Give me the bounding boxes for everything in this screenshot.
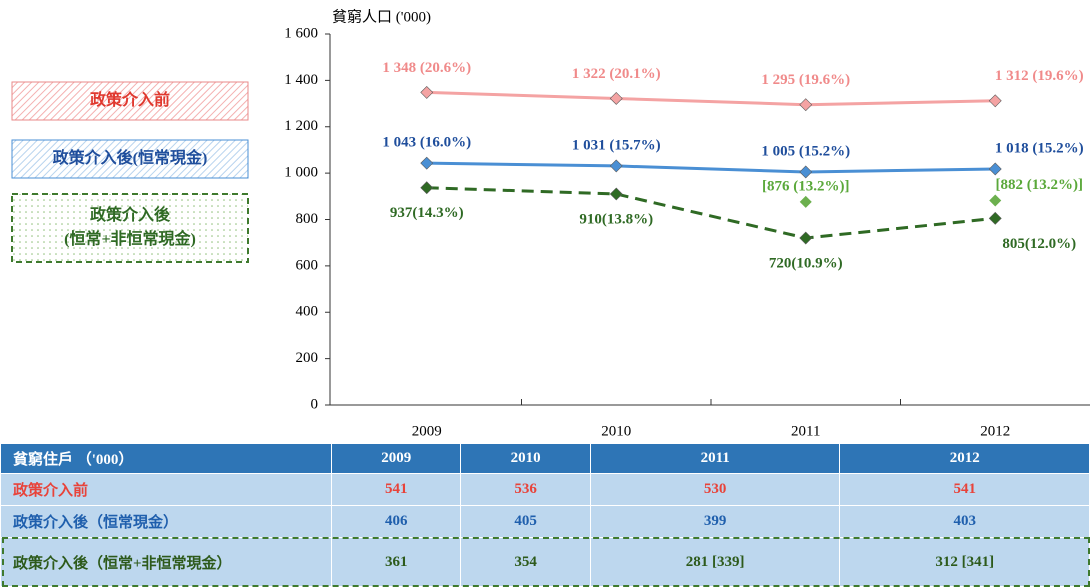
table-cell: 2011: [589, 443, 841, 474]
data-label: 1 312 (19.6%): [995, 68, 1084, 84]
y-tick-label: 400: [296, 304, 319, 320]
x-tick-label: 2011: [791, 423, 820, 439]
table-cell: 政策介入前: [0, 473, 332, 506]
data-label: 1 348 (20.6%): [382, 60, 471, 76]
data-label: 1 018 (15.2%): [995, 140, 1084, 156]
data-label: [876 (13.2%)]: [762, 178, 849, 194]
series-line: [426, 186, 996, 240]
y-tick-label: 800: [296, 211, 319, 227]
y-tick-label: 1 600: [284, 25, 318, 41]
marker: [989, 194, 1002, 207]
table-cell: 361: [330, 537, 462, 587]
marker: [420, 156, 434, 170]
table-cell: 399: [589, 505, 841, 538]
legend-swatch: [11, 139, 249, 179]
y-tick-label: 600: [296, 257, 319, 273]
table-cell: 281 [339]: [589, 537, 841, 587]
table-header: 貧窮住戶 （'000） 2009 2010 2011 2012: [0, 443, 1090, 474]
legend-entry: 政策介入前: [89, 92, 170, 109]
data-label: [882 (13.2%)]: [996, 177, 1083, 193]
legend-swatch: [11, 81, 249, 121]
table-row: 政策介入前 541 536 530 541: [0, 473, 1090, 506]
data-label: 1 031 (15.7%): [572, 137, 661, 153]
table-cell: 536: [460, 473, 591, 506]
data-label: 805(12.0%): [1002, 236, 1076, 252]
marker: [799, 98, 813, 112]
legend-swatch: [11, 193, 249, 263]
marker: [420, 86, 434, 99]
marker: [988, 94, 1002, 108]
table-row: 政策介入後（恒常現金） 406 405 399 403: [0, 505, 1090, 538]
marker: [799, 195, 812, 208]
marker: [609, 187, 623, 201]
marker: [799, 231, 813, 245]
table-cell: 354: [460, 537, 591, 587]
legend-entry: 政策介入後(恒常現金): [52, 150, 208, 167]
x-tick-label: 2012: [980, 423, 1010, 439]
data-table: 貧窮住戶 （'000） 2009 2010 2011 2012 政策介入前 541 536 53…: [0, 443, 1090, 587]
marker: [609, 159, 623, 173]
marker: [988, 162, 1002, 176]
marker: [420, 181, 434, 195]
series-line: [426, 161, 996, 174]
table-cell: 2009: [330, 443, 462, 474]
y-tick-label: 1 000: [284, 165, 318, 181]
table-cell: 貧窮住戶 （'000）: [0, 443, 332, 474]
table-cell: 2012: [839, 443, 1090, 474]
table-cell: 403: [839, 505, 1090, 538]
x-tick-label: 2010: [601, 423, 631, 439]
table-cell: 530: [589, 473, 841, 506]
series-line: [426, 90, 996, 107]
marker: [609, 92, 623, 105]
chart: 貧窮人口 ('000) 0 200 400 600 800 1 000 1 200 1 400…: [11, 8, 1090, 439]
marker: [988, 211, 1002, 225]
table-cell: 312 [341]: [839, 537, 1090, 587]
y-axis-label: 貧窮人口 ('000): [332, 8, 431, 25]
data-label: 1 295 (19.6%): [761, 72, 850, 88]
legend-entry: 政策介入後 (恒常+非恒常現金): [64, 207, 196, 248]
table-cell: 政策介入後（恒常現金）: [0, 505, 332, 538]
marker: [799, 165, 813, 179]
x-tick-label: 2009: [412, 423, 442, 439]
table-cell: 2010: [460, 443, 591, 474]
data-label: 910(13.8%): [579, 211, 653, 227]
y-tick-label: 0: [311, 396, 319, 412]
data-label: 937(14.3%): [390, 205, 464, 221]
table-cell: 政策介入後（恒常+非恒常現金）: [0, 537, 332, 587]
data-label: 720(10.9%): [769, 255, 843, 271]
data-label: 1 322 (20.1%): [572, 66, 661, 82]
table-cell: 406: [330, 505, 462, 538]
data-label: 1 043 (16.0%): [382, 135, 471, 151]
table-row: 政策介入後（恒常+非恒常現金） 361 354 281 [339] 312 [341]: [0, 537, 1090, 587]
table-cell: 541: [330, 473, 462, 506]
table-cell: 405: [460, 505, 591, 538]
y-tick-label: 1 200: [284, 118, 318, 134]
table-cell: 541: [839, 473, 1090, 506]
y-tick-label: 200: [296, 350, 319, 366]
y-tick-label: 1 400: [284, 72, 318, 88]
data-label: 1 005 (15.2%): [761, 143, 850, 159]
